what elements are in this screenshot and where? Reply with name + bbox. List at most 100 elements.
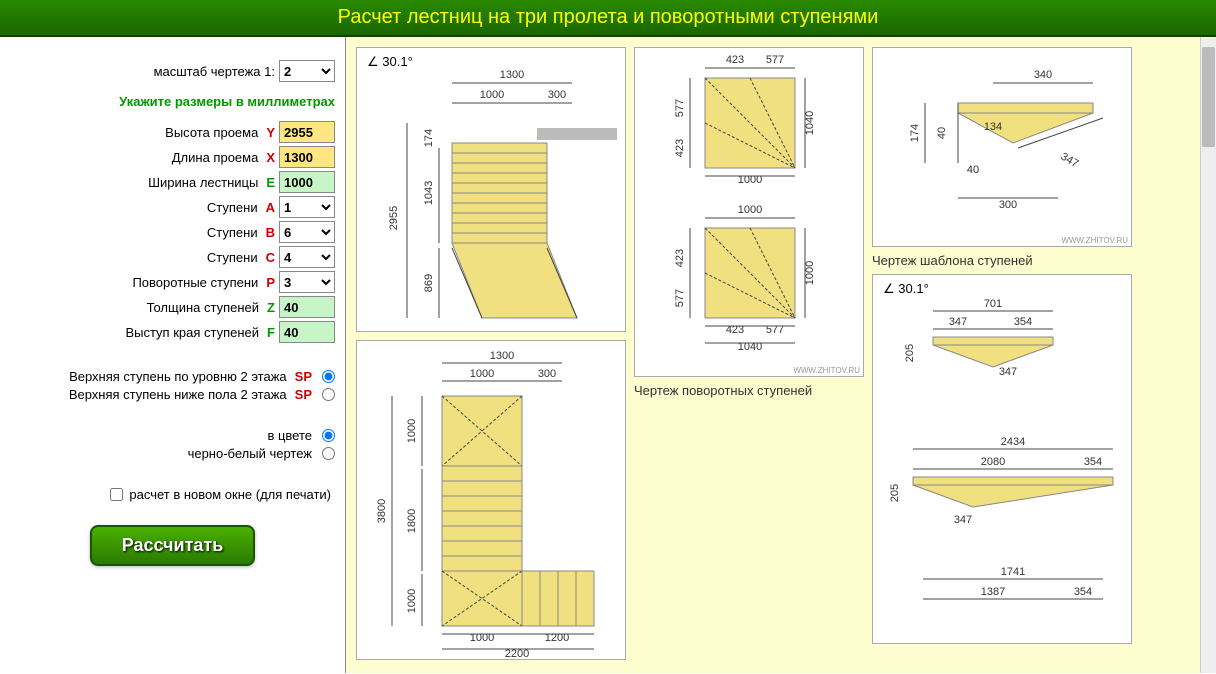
sp2-label: Верхняя ступень ниже пола 2 этажа xyxy=(69,387,287,402)
step-template-drawing: 340 174 40 134 40 347 300 xyxy=(872,47,1132,247)
svg-text:174: 174 xyxy=(909,124,921,142)
svg-text:1387: 1387 xyxy=(981,586,1005,598)
svg-text:423: 423 xyxy=(726,54,744,66)
sp1-label: Верхняя ступень по уровню 2 этажа xyxy=(69,369,287,384)
stepsB-label: Ступени xyxy=(207,225,258,240)
svg-text:347: 347 xyxy=(999,366,1017,378)
lengthX-label: Длина проема xyxy=(172,150,259,165)
turnP-select[interactable]: 3 xyxy=(279,271,335,293)
svg-text:∠ 30.1°: ∠ 30.1° xyxy=(367,54,413,69)
svg-text:134: 134 xyxy=(984,121,1002,133)
svg-text:174: 174 xyxy=(423,129,435,147)
step-profiles-drawing: ∠ 30.1° 701 347 354 205 347 2434 xyxy=(872,274,1132,644)
stepsC-letter: C xyxy=(266,250,275,265)
stepsC-select[interactable]: 4 xyxy=(279,246,335,268)
stepsA-label: Ступени xyxy=(207,200,258,215)
svg-text:354: 354 xyxy=(1084,456,1102,468)
thickZ-label: Толщина ступеней xyxy=(147,300,259,315)
svg-text:577: 577 xyxy=(674,289,686,307)
svg-text:1300: 1300 xyxy=(490,350,514,362)
turn-steps-caption: Чертеж поворотных ступеней xyxy=(634,383,864,398)
color-radio[interactable] xyxy=(322,429,335,442)
svg-text:40: 40 xyxy=(936,127,948,139)
widthE-input[interactable] xyxy=(279,171,335,193)
stepsB-letter: B xyxy=(266,225,275,240)
svg-text:1000: 1000 xyxy=(406,419,418,443)
svg-text:2434: 2434 xyxy=(1001,436,1025,448)
svg-text:300: 300 xyxy=(538,368,556,380)
svg-text:869: 869 xyxy=(423,274,435,292)
svg-text:205: 205 xyxy=(904,344,916,362)
lengthX-input[interactable] xyxy=(279,146,335,168)
svg-text:300: 300 xyxy=(548,89,566,101)
stepsC-label: Ступени xyxy=(207,250,258,265)
template-caption: Чертеж шаблона ступеней xyxy=(872,253,1132,268)
svg-text:577: 577 xyxy=(674,99,686,117)
scale-label: масштаб чертежа 1: xyxy=(154,64,275,79)
thickZ-letter: Z xyxy=(267,300,275,315)
svg-text:WWW.ZHITOV.RU: WWW.ZHITOV.RU xyxy=(1061,236,1128,245)
svg-text:3800: 3800 xyxy=(376,499,388,523)
sp2-radio[interactable] xyxy=(322,388,335,401)
widthE-label: Ширина лестницы xyxy=(148,175,258,190)
svg-text:∠ 30.1°: ∠ 30.1° xyxy=(883,281,929,296)
edgeF-input[interactable] xyxy=(279,321,335,343)
sp1-letter: SP xyxy=(295,369,312,384)
content-scrollbar[interactable] xyxy=(1200,37,1216,673)
svg-text:205: 205 xyxy=(889,484,901,502)
svg-text:423: 423 xyxy=(674,139,686,157)
bw-label: черно-белый чертеж xyxy=(188,446,312,461)
color-label: в цвете xyxy=(267,428,312,443)
newwin-label: расчет в новом окне (для печати) xyxy=(129,487,331,502)
sp1-radio[interactable] xyxy=(322,370,335,383)
newwin-checkbox[interactable] xyxy=(110,488,123,501)
units-hint: Укажите размеры в миллиметрах xyxy=(10,94,335,109)
stepsA-letter: A xyxy=(266,200,275,215)
svg-text:1741: 1741 xyxy=(1001,566,1025,578)
plan-drawing: 1300 1000 300 3800 1000 1800 1000 xyxy=(356,340,626,660)
svg-text:340: 340 xyxy=(1034,69,1052,81)
svg-text:701: 701 xyxy=(984,298,1002,310)
svg-text:347: 347 xyxy=(1059,151,1081,171)
lengthX-letter: X xyxy=(266,150,275,165)
heightY-input[interactable] xyxy=(279,121,335,143)
page-title: Расчет лестниц на три пролета и поворотн… xyxy=(338,6,879,28)
svg-text:1000: 1000 xyxy=(470,368,494,380)
widthE-letter: E xyxy=(266,175,275,190)
svg-text:2955: 2955 xyxy=(388,206,400,230)
turn-steps-drawing: 423 577 577 423 1040 1000 xyxy=(634,47,864,377)
input-panel: масштаб чертежа 1: 2 Укажите размеры в м… xyxy=(0,37,345,673)
svg-text:1000: 1000 xyxy=(406,589,418,613)
svg-text:347: 347 xyxy=(954,514,972,526)
turnP-letter: P xyxy=(266,275,275,290)
stepsB-select[interactable]: 6 xyxy=(279,221,335,243)
stepsA-select[interactable]: 1 xyxy=(279,196,335,218)
svg-text:1000: 1000 xyxy=(480,89,504,101)
svg-text:1300: 1300 xyxy=(500,69,524,81)
svg-text:WWW.ZHITOV.RU: WWW.ZHITOV.RU xyxy=(793,366,860,375)
svg-text:347: 347 xyxy=(949,316,967,328)
bw-radio[interactable] xyxy=(322,447,335,460)
svg-text:300: 300 xyxy=(999,199,1017,211)
svg-text:2080: 2080 xyxy=(981,456,1005,468)
svg-text:1040: 1040 xyxy=(804,111,816,135)
turnP-label: Поворотные ступени xyxy=(132,275,258,290)
sp2-letter: SP xyxy=(295,387,312,402)
svg-text:40: 40 xyxy=(967,164,979,176)
edgeF-label: Выступ края ступеней xyxy=(125,325,259,340)
svg-text:354: 354 xyxy=(1014,316,1032,328)
calculate-button[interactable]: Рассчитать xyxy=(90,525,256,566)
heightY-label: Высота проема xyxy=(165,125,258,140)
side-elevation-drawing: ∠ 30.1° 1300 1000 300 2955 1043 869 xyxy=(356,47,626,332)
thickZ-input[interactable] xyxy=(279,296,335,318)
svg-text:1043: 1043 xyxy=(423,181,435,205)
svg-text:354: 354 xyxy=(1074,586,1092,598)
scale-select[interactable]: 2 xyxy=(279,60,335,82)
svg-text:1000: 1000 xyxy=(738,204,762,216)
svg-text:423: 423 xyxy=(674,249,686,267)
heightY-letter: Y xyxy=(266,125,275,140)
drawings-panel: ∠ 30.1° 1300 1000 300 2955 1043 869 xyxy=(345,37,1216,673)
page-header: Расчет лестниц на три пролета и поворотн… xyxy=(0,0,1216,37)
svg-text:1800: 1800 xyxy=(406,509,418,533)
svg-text:2200: 2200 xyxy=(505,648,529,660)
